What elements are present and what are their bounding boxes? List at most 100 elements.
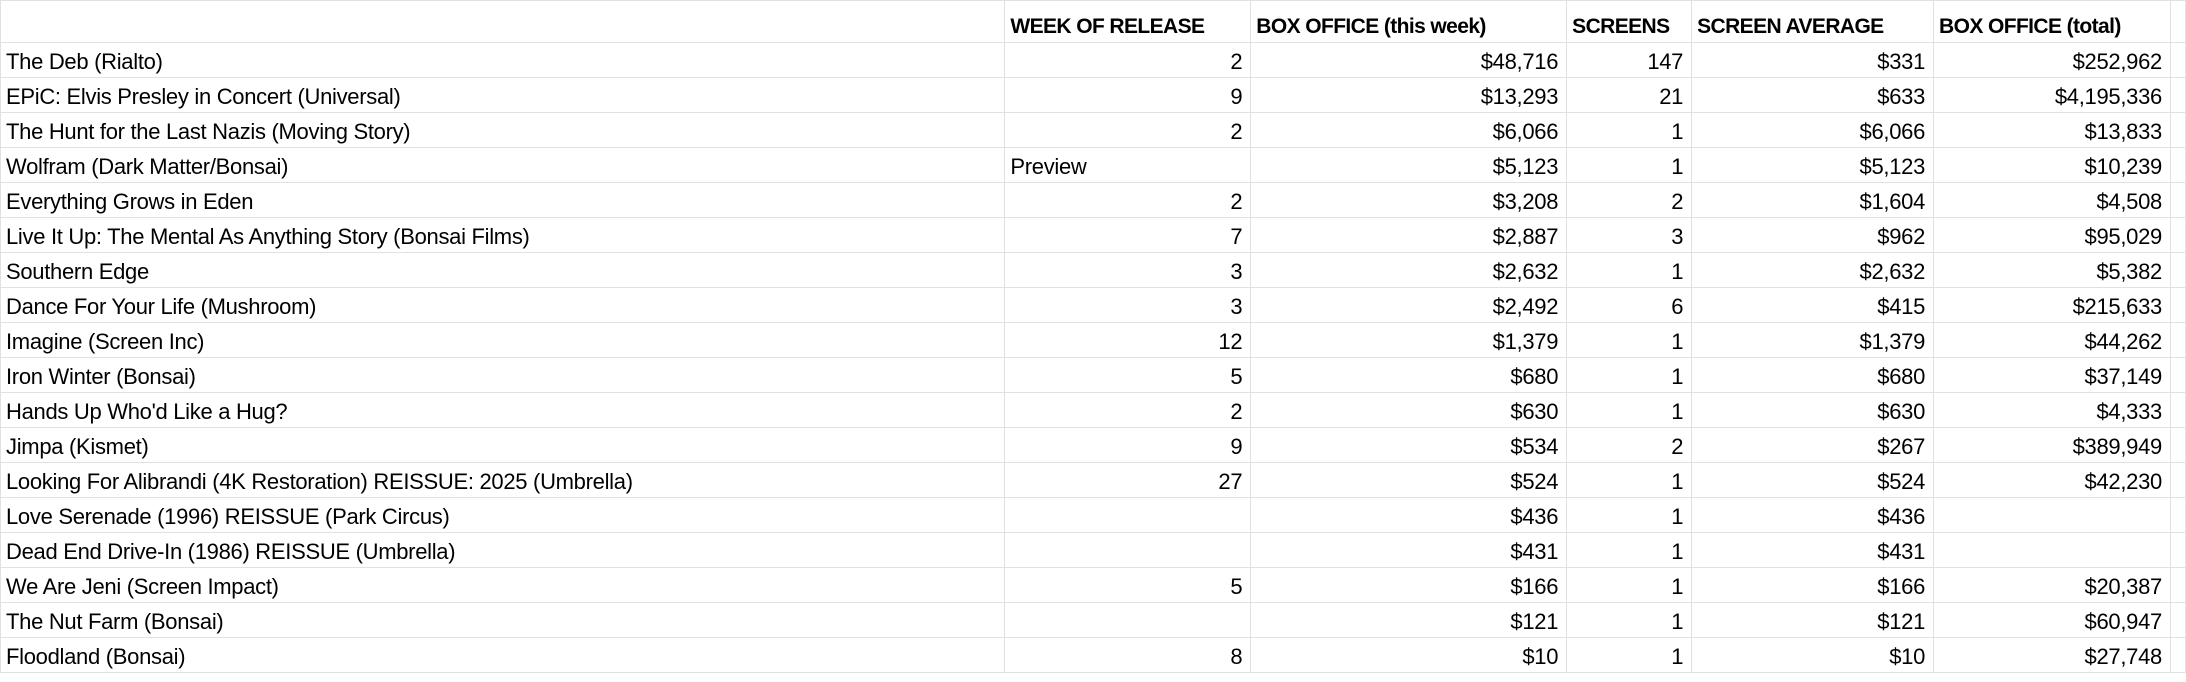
cell-film-title[interactable]: Looking For Alibrandi (4K Restoration) R…: [0, 462, 1006, 498]
cell-screens[interactable]: 1: [1566, 147, 1693, 183]
cell-film-title[interactable]: Imagine (Screen Inc): [0, 322, 1006, 358]
cell-film-title[interactable]: Dead End Drive-In (1986) REISSUE (Umbrel…: [0, 532, 1006, 568]
header-screens[interactable]: SCREENS: [1566, 0, 1693, 43]
empty-cell[interactable]: [2169, 0, 2186, 43]
cell-screen-average[interactable]: $5,123: [1691, 147, 1935, 183]
empty-cell[interactable]: [2169, 77, 2186, 113]
cell-film-title[interactable]: Jimpa (Kismet): [0, 427, 1006, 463]
cell-screens[interactable]: 1: [1566, 567, 1693, 603]
cell-screen-average[interactable]: $166: [1691, 567, 1935, 603]
cell-box-office-total[interactable]: [1933, 497, 2171, 533]
cell-week-of-release[interactable]: 5: [1004, 567, 1252, 603]
empty-cell[interactable]: [2169, 287, 2186, 323]
cell-week-of-release[interactable]: 3: [1004, 287, 1252, 323]
empty-cell[interactable]: [2169, 497, 2186, 533]
cell-week-of-release[interactable]: 9: [1004, 77, 1252, 113]
header-screen-average[interactable]: SCREEN AVERAGE: [1691, 0, 1935, 43]
cell-screen-average[interactable]: $436: [1691, 497, 1935, 533]
cell-screen-average[interactable]: $1,379: [1691, 322, 1935, 358]
empty-cell[interactable]: [2169, 532, 2186, 568]
cell-week-of-release[interactable]: Preview: [1004, 147, 1252, 183]
cell-box-office-week[interactable]: $13,293: [1250, 77, 1568, 113]
cell-week-of-release[interactable]: 2: [1004, 392, 1252, 428]
cell-box-office-total[interactable]: [1933, 532, 2171, 568]
cell-screens[interactable]: 1: [1566, 462, 1693, 498]
cell-box-office-total[interactable]: $5,382: [1933, 252, 2171, 288]
cell-box-office-total[interactable]: $4,333: [1933, 392, 2171, 428]
cell-film-title[interactable]: We Are Jeni (Screen Impact): [0, 567, 1006, 603]
cell-week-of-release[interactable]: 27: [1004, 462, 1252, 498]
cell-screens[interactable]: 6: [1566, 287, 1693, 323]
cell-box-office-total[interactable]: $60,947: [1933, 602, 2171, 638]
empty-cell[interactable]: [2169, 322, 2186, 358]
cell-box-office-week[interactable]: $2,632: [1250, 252, 1568, 288]
cell-screens[interactable]: 1: [1566, 532, 1693, 568]
cell-screen-average[interactable]: $680: [1691, 357, 1935, 393]
cell-screen-average[interactable]: $6,066: [1691, 112, 1935, 148]
cell-film-title[interactable]: Floodland (Bonsai): [0, 637, 1006, 673]
cell-screens[interactable]: 1: [1566, 322, 1693, 358]
cell-box-office-week[interactable]: $534: [1250, 427, 1568, 463]
cell-film-title[interactable]: Live It Up: The Mental As Anything Story…: [0, 217, 1006, 253]
cell-film-title[interactable]: The Nut Farm (Bonsai): [0, 602, 1006, 638]
cell-box-office-week[interactable]: $3,208: [1250, 182, 1568, 218]
cell-screen-average[interactable]: $1,604: [1691, 182, 1935, 218]
cell-screens[interactable]: 21: [1566, 77, 1693, 113]
cell-screen-average[interactable]: $962: [1691, 217, 1935, 253]
cell-film-title[interactable]: Wolfram (Dark Matter/Bonsai): [0, 147, 1006, 183]
cell-week-of-release[interactable]: 9: [1004, 427, 1252, 463]
cell-screens[interactable]: 2: [1566, 427, 1693, 463]
empty-cell[interactable]: [2169, 112, 2186, 148]
cell-box-office-week[interactable]: $166: [1250, 567, 1568, 603]
header-week-of-release[interactable]: WEEK OF RELEASE: [1004, 0, 1252, 43]
cell-week-of-release[interactable]: 8: [1004, 637, 1252, 673]
cell-week-of-release[interactable]: 7: [1004, 217, 1252, 253]
header-box-office-week[interactable]: BOX OFFICE (this week): [1250, 0, 1568, 43]
cell-box-office-total[interactable]: $13,833: [1933, 112, 2171, 148]
cell-box-office-total[interactable]: $252,962: [1933, 42, 2171, 78]
cell-film-title[interactable]: EPiC: Elvis Presley in Concert (Universa…: [0, 77, 1006, 113]
cell-box-office-total[interactable]: $42,230: [1933, 462, 2171, 498]
cell-box-office-week[interactable]: $48,716: [1250, 42, 1568, 78]
cell-week-of-release[interactable]: 12: [1004, 322, 1252, 358]
cell-box-office-total[interactable]: $4,195,336: [1933, 77, 2171, 113]
cell-box-office-week[interactable]: $524: [1250, 462, 1568, 498]
header-film-title[interactable]: [0, 0, 1006, 43]
cell-week-of-release[interactable]: [1004, 602, 1252, 638]
cell-box-office-week[interactable]: $6,066: [1250, 112, 1568, 148]
cell-screen-average[interactable]: $524: [1691, 462, 1935, 498]
cell-box-office-total[interactable]: $44,262: [1933, 322, 2171, 358]
cell-box-office-week[interactable]: $431: [1250, 532, 1568, 568]
cell-box-office-week[interactable]: $680: [1250, 357, 1568, 393]
cell-screens[interactable]: 1: [1566, 637, 1693, 673]
cell-week-of-release[interactable]: 2: [1004, 182, 1252, 218]
cell-screen-average[interactable]: $267: [1691, 427, 1935, 463]
empty-cell[interactable]: [2169, 392, 2186, 428]
cell-box-office-total[interactable]: $10,239: [1933, 147, 2171, 183]
cell-week-of-release[interactable]: 5: [1004, 357, 1252, 393]
cell-film-title[interactable]: The Deb (Rialto): [0, 42, 1006, 78]
empty-cell[interactable]: [2169, 602, 2186, 638]
empty-cell[interactable]: [2169, 217, 2186, 253]
cell-film-title[interactable]: Everything Grows in Eden: [0, 182, 1006, 218]
empty-cell[interactable]: [2169, 637, 2186, 673]
cell-film-title[interactable]: Southern Edge: [0, 252, 1006, 288]
cell-box-office-week[interactable]: $1,379: [1250, 322, 1568, 358]
cell-screen-average[interactable]: $630: [1691, 392, 1935, 428]
cell-box-office-total[interactable]: $95,029: [1933, 217, 2171, 253]
cell-screens[interactable]: 147: [1566, 42, 1693, 78]
cell-box-office-total[interactable]: $389,949: [1933, 427, 2171, 463]
cell-screens[interactable]: 1: [1566, 602, 1693, 638]
cell-box-office-total[interactable]: $4,508: [1933, 182, 2171, 218]
cell-box-office-week[interactable]: $630: [1250, 392, 1568, 428]
cell-box-office-week[interactable]: $2,492: [1250, 287, 1568, 323]
cell-screens[interactable]: 1: [1566, 392, 1693, 428]
cell-film-title[interactable]: Dance For Your Life (Mushroom): [0, 287, 1006, 323]
cell-film-title[interactable]: Iron Winter (Bonsai): [0, 357, 1006, 393]
cell-screens[interactable]: 3: [1566, 217, 1693, 253]
cell-film-title[interactable]: The Hunt for the Last Nazis (Moving Stor…: [0, 112, 1006, 148]
empty-cell[interactable]: [2169, 462, 2186, 498]
empty-cell[interactable]: [2169, 42, 2186, 78]
cell-screens[interactable]: 1: [1566, 357, 1693, 393]
header-box-office-total[interactable]: BOX OFFICE (total): [1933, 0, 2171, 43]
